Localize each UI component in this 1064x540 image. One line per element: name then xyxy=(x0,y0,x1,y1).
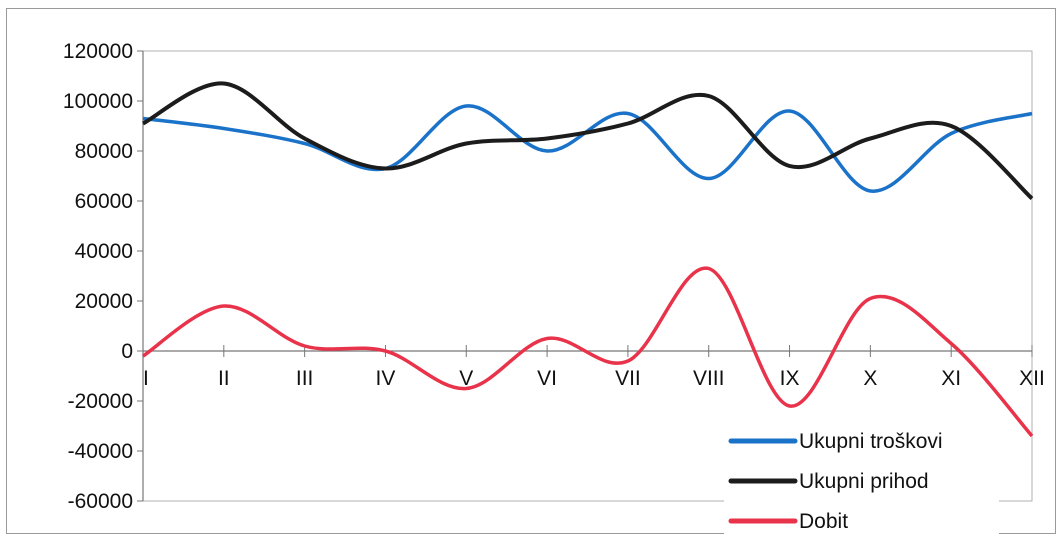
series-line-ukupni-troskovi xyxy=(142,104,1033,193)
y-tick-label: 60000 xyxy=(75,190,133,213)
x-tick-label: X xyxy=(863,367,877,390)
y-ticks: 120000 100000 80000 60000 40000 20000 0 -20000 -… xyxy=(63,40,143,513)
x-tick-label: XII xyxy=(1019,367,1045,390)
legend-label-dobit: Dobit xyxy=(799,510,848,533)
x-tick-label: II xyxy=(218,367,230,390)
y-tick-label: -20000 xyxy=(68,390,133,413)
x-tick-label: I xyxy=(143,367,149,390)
x-tick-label: V xyxy=(459,367,473,390)
x-tick-label: III xyxy=(296,367,314,390)
x-tick-label: VIII xyxy=(693,367,725,390)
x-tick-label: VII xyxy=(615,367,641,390)
y-tick-label: -40000 xyxy=(68,440,133,463)
y-tick-label: 20000 xyxy=(75,290,133,313)
y-tick-label: 40000 xyxy=(75,240,133,263)
x-tick-label: IX xyxy=(780,367,800,390)
x-ticks: I II III IV V VI VII VIII IX X XI XII xyxy=(142,345,1045,390)
line-chart: 120000 100000 80000 60000 40000 20000 0 -20000 -… xyxy=(63,40,1045,535)
y-tick-label: 80000 xyxy=(75,140,133,163)
x-tick-label: VI xyxy=(537,367,557,390)
legend-label-ukupni-troskovi: Ukupni troškovi xyxy=(799,430,943,453)
x-tick-label: XI xyxy=(941,367,961,390)
series-line-ukupni-prihod xyxy=(142,81,1034,200)
y-tick-label: -60000 xyxy=(68,490,133,513)
x-tick-label: IV xyxy=(376,367,396,390)
series-line-dobit xyxy=(142,266,1034,438)
series-lines xyxy=(142,81,1034,438)
y-tick-label: 0 xyxy=(121,340,133,363)
legend: Ukupni troškovi Ukupni prihod Dobit xyxy=(724,423,999,535)
y-tick-label: 120000 xyxy=(63,40,133,63)
y-tick-label: 100000 xyxy=(63,90,133,113)
legend-label-ukupni-prihod: Ukupni prihod xyxy=(799,470,929,493)
chart-frame: 120000 100000 80000 60000 40000 20000 0 -20000 -… xyxy=(6,8,1056,535)
